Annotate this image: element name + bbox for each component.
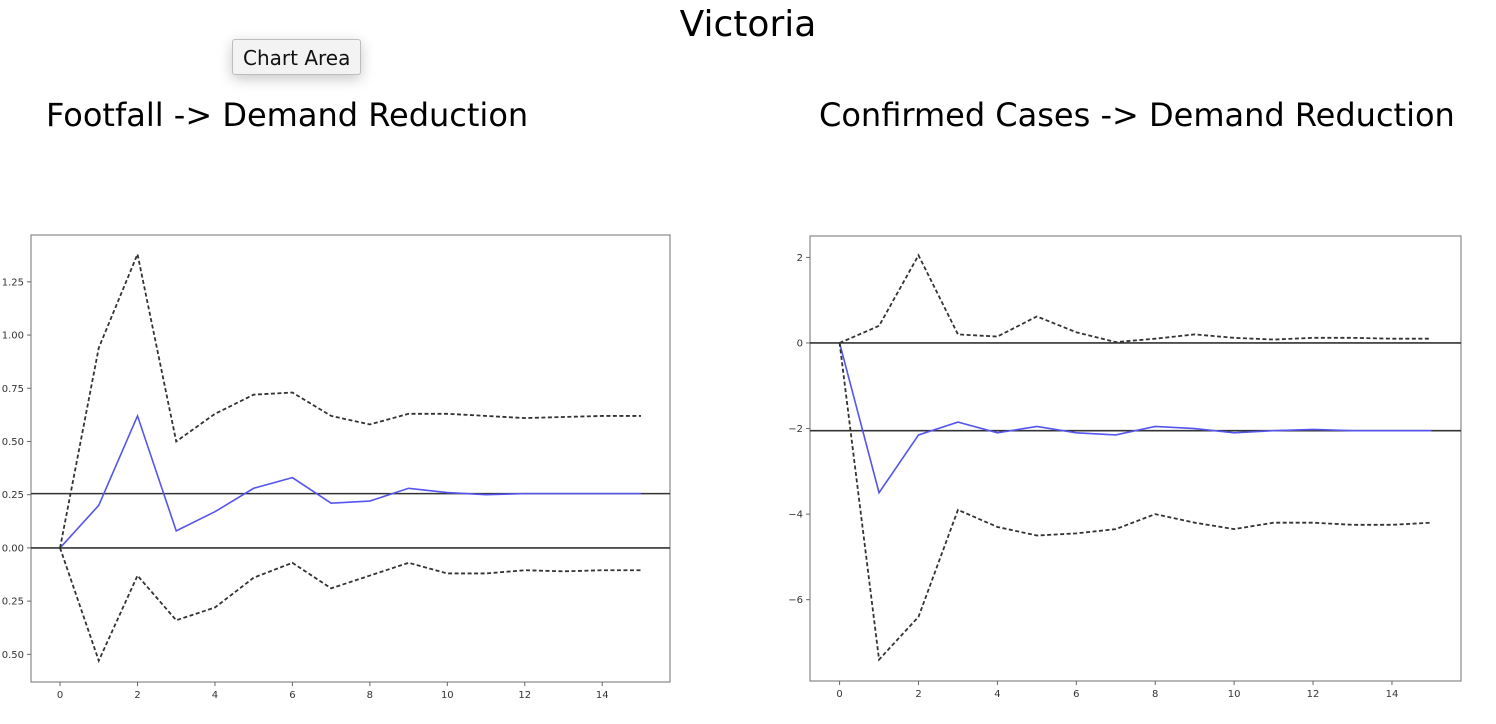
x-tick-label: 0 <box>836 689 842 700</box>
y-tick-label: 0.00 <box>2 543 24 554</box>
y-tick-label: 0.50 <box>2 437 24 448</box>
y-tick-label: −6 <box>788 595 803 606</box>
panel-title-footfall: Footfall -> Demand Reduction <box>46 96 529 134</box>
series-upper-line <box>59 251 641 549</box>
y-tick-label: 1.25 <box>2 277 24 288</box>
plot-frame <box>30 234 671 683</box>
x-tick-label: 14 <box>596 690 609 701</box>
y-tick-label: −4 <box>788 510 803 521</box>
page-title: Victoria <box>679 4 817 45</box>
y-tick-label: 0 <box>797 338 803 349</box>
y-tick-label: 2 <box>797 253 803 264</box>
y-tick-label: 0.25 <box>2 597 24 608</box>
x-tick-label: 14 <box>1386 689 1399 700</box>
x-tick-label: 12 <box>518 690 531 701</box>
series-lower-line <box>838 342 1432 662</box>
x-tick-label: 4 <box>994 689 1000 700</box>
y-tick-label: 0.75 <box>2 384 24 395</box>
series-upper-line <box>839 253 1432 344</box>
x-tick-label: 10 <box>1228 689 1241 700</box>
series-lower-line <box>59 547 641 664</box>
x-tick-label: 12 <box>1307 689 1320 700</box>
x-tick-label: 6 <box>1073 689 1079 700</box>
plot-frame <box>809 235 1462 682</box>
x-tick-label: 8 <box>1152 689 1158 700</box>
y-tick-label: 0.25 <box>2 490 24 501</box>
y-tick-label: 1.00 <box>2 331 24 342</box>
panel-title-confirmed-cases: Confirmed Cases -> Demand Reduction <box>819 96 1455 134</box>
x-tick-label: 2 <box>915 689 921 700</box>
x-tick-label: 2 <box>134 690 140 701</box>
series-response-line <box>59 413 641 549</box>
x-tick-label: 0 <box>57 690 63 701</box>
x-tick-label: 4 <box>212 690 218 701</box>
x-tick-label: 10 <box>441 690 454 701</box>
y-tick-label: −2 <box>788 424 803 435</box>
chart-area-tooltip: Chart Area <box>232 39 362 75</box>
chart-footfall: 0 2 4 6 8 10 12 14 0.50 0.25 0.00 0.25 0.50 0.75 1.00 1… <box>2 234 671 701</box>
chart-confirmed-cases: 0 2 4 6 8 10 12 14 −6 −4 −2 0 2 <box>788 235 1462 700</box>
y-tick-label: 0.50 <box>2 650 24 661</box>
x-tick-label: 8 <box>367 690 373 701</box>
x-tick-label: 6 <box>289 690 295 701</box>
series-response-line <box>838 342 1432 495</box>
